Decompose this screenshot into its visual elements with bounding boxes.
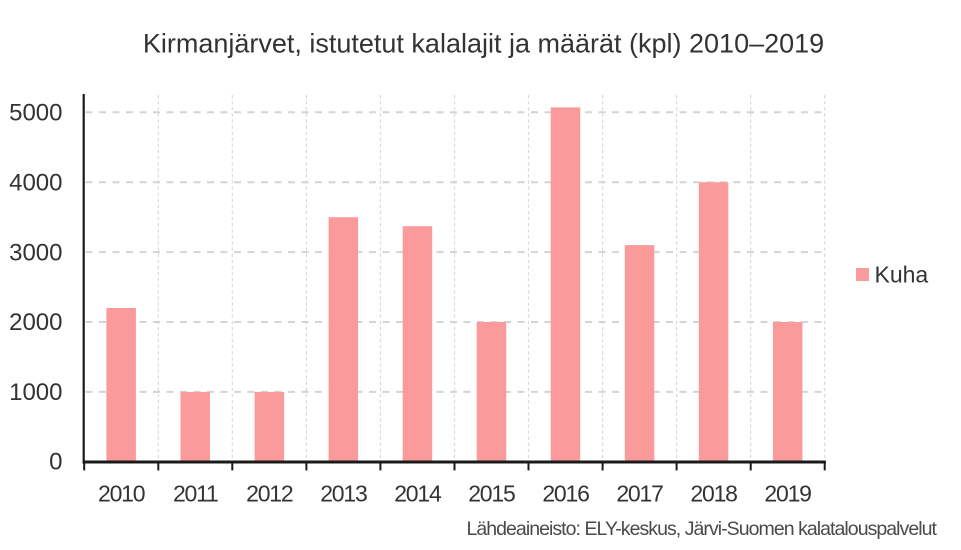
- svg-text:Kirmanjärvet, istutetut kalala: Kirmanjärvet, istutetut kalalajit ja mää…: [143, 29, 824, 59]
- svg-text:5000: 5000: [9, 100, 62, 127]
- svg-text:2014: 2014: [394, 480, 442, 506]
- svg-text:0: 0: [49, 449, 62, 476]
- svg-text:Kuha: Kuha: [875, 261, 929, 287]
- svg-text:2019: 2019: [764, 480, 811, 506]
- svg-text:2010: 2010: [98, 480, 145, 506]
- svg-text:2011: 2011: [173, 480, 218, 506]
- svg-text:2012: 2012: [246, 480, 293, 506]
- svg-text:4000: 4000: [9, 169, 62, 196]
- svg-text:2016: 2016: [542, 480, 589, 506]
- svg-text:2000: 2000: [9, 309, 62, 336]
- svg-text:2018: 2018: [690, 480, 737, 506]
- svg-text:Lähdeaineisto: ELY-keskus, Jär: Lähdeaineisto: ELY-keskus, Järvi-Suomen …: [466, 518, 937, 540]
- svg-text:1000: 1000: [9, 379, 62, 406]
- svg-text:3000: 3000: [9, 239, 62, 266]
- svg-text:2015: 2015: [468, 480, 515, 506]
- svg-text:2013: 2013: [320, 480, 367, 506]
- svg-text:2017: 2017: [616, 480, 663, 506]
